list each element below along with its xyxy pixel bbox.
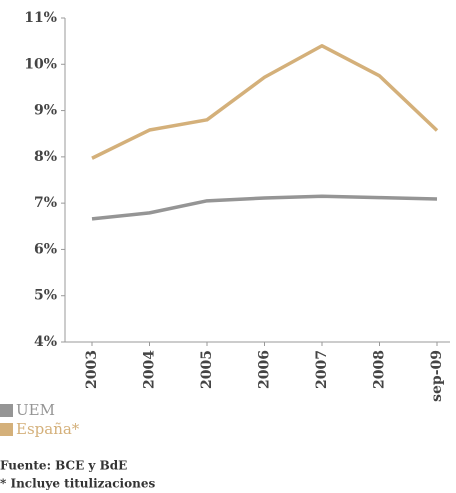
legend-swatch <box>0 423 13 436</box>
footnote: * Incluye titulizaciones <box>0 477 155 491</box>
x-tick-label: 2008 <box>372 350 388 389</box>
legend-label: UEM <box>16 401 55 419</box>
series-line <box>91 44 439 160</box>
legend-label: España* <box>16 420 80 438</box>
x-tick-label: 2006 <box>257 350 273 389</box>
x-tick-label: 2005 <box>199 350 215 389</box>
series-line <box>91 194 438 221</box>
source-note: Fuente: BCE y BdE <box>0 459 127 473</box>
y-tick-label: 8% <box>34 149 57 165</box>
x-tick-label: 2007 <box>314 350 330 389</box>
y-tick-label: 10% <box>24 56 57 72</box>
y-tick-label: 4% <box>34 334 57 350</box>
legend-swatch <box>0 404 13 417</box>
x-tick-label: 2003 <box>84 350 100 389</box>
y-tick-label: 6% <box>34 241 57 257</box>
y-tick-label: 7% <box>34 195 57 211</box>
y-tick-label: 11% <box>24 10 57 26</box>
x-tick-label: sep-09 <box>429 350 445 402</box>
x-tick-label: 2004 <box>142 350 158 389</box>
y-tick-label: 9% <box>34 103 57 119</box>
y-tick-label: 5% <box>34 288 57 304</box>
